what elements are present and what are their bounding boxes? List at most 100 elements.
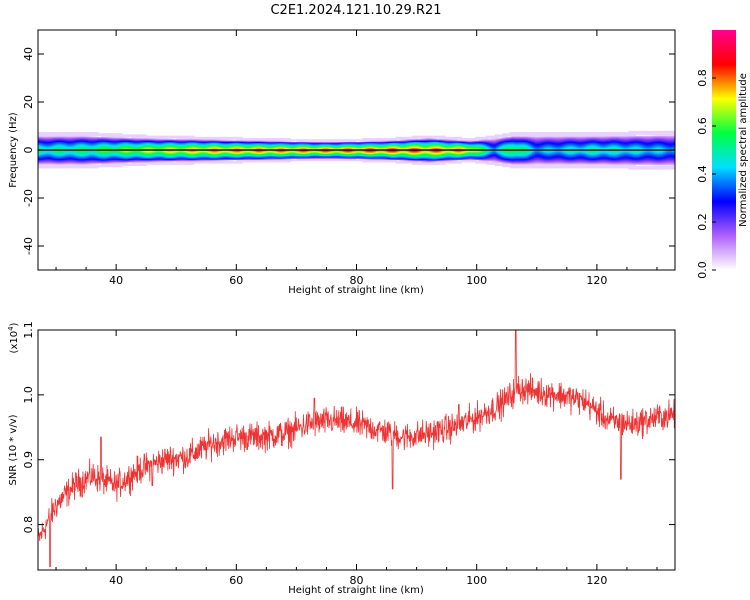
heatmap-cell: [165, 140, 168, 142]
heatmap-cell: [51, 139, 54, 141]
heatmap-cell: [45, 139, 48, 141]
heatmap-cell: [240, 158, 243, 160]
heatmap-cell: [123, 134, 126, 136]
heatmap-cell: [117, 160, 120, 163]
heatmap-cell: [179, 160, 182, 163]
heatmap-cell: [320, 140, 323, 142]
heatmap-cell: [135, 147, 138, 150]
heatmap-cell: [285, 157, 288, 159]
heatmap-cell: [212, 136, 215, 139]
heatmap-cell: [95, 154, 97, 157]
heatmap-cell: [50, 166, 52, 169]
heatmap-cell: [155, 160, 158, 163]
heatmap-cell: [114, 165, 117, 168]
heatmap-cell: [275, 138, 278, 140]
heatmap-cell: [321, 158, 324, 160]
heatmap-cell: [126, 135, 129, 138]
heatmap-cell: [77, 154, 79, 157]
heatmap-cell: [63, 160, 66, 163]
heatmap-cell: [108, 141, 111, 144]
heatmap-cell: [338, 140, 341, 142]
heatmap-cell: [344, 153, 347, 156]
heatmap-cell: [74, 150, 76, 152]
heatmap-cell: [71, 145, 73, 147]
heatmap-cell: [192, 142, 195, 145]
heatmap-cell: [273, 157, 276, 159]
heatmap-cell: [126, 152, 129, 154]
heatmap-cell: [47, 163, 49, 165]
heatmap-cell: [353, 153, 356, 156]
heatmap-cell: [89, 162, 91, 164]
heatmap-cell: [234, 150, 237, 152]
heatmap-cell: [207, 158, 210, 160]
heatmap-cell: [62, 141, 64, 144]
heatmap-cell: [117, 142, 120, 145]
heatmap-cell: [155, 142, 158, 145]
heatmap-cell: [326, 146, 329, 148]
heatmap-cell: [341, 158, 344, 160]
heatmap-cell: [122, 145, 125, 147]
heatmap-cell: [333, 159, 336, 162]
heatmap-cell: [341, 154, 344, 157]
heatmap-cell: [324, 156, 327, 158]
heatmap-cell: [99, 156, 102, 158]
heatmap-cell: [81, 150, 84, 152]
heatmap-cell: [258, 152, 261, 154]
heatmap-cell: [39, 153, 42, 156]
heatmap-cell: [44, 158, 46, 160]
heatmap-cell: [189, 158, 192, 160]
heatmap-cell: [180, 152, 183, 154]
heatmap-cell: [146, 140, 149, 142]
heatmap-cell: [192, 162, 195, 164]
heatmap-cell: [141, 142, 144, 145]
heatmap-cell: [71, 164, 73, 166]
heatmap-cell: [240, 147, 243, 150]
heatmap-cell: [221, 154, 224, 157]
heatmap-cell: [266, 157, 269, 159]
heatmap-cell: [60, 156, 63, 158]
heatmap-cell: [66, 165, 69, 168]
heatmap-cell: [285, 147, 288, 150]
heatmap-cell: [96, 138, 99, 140]
heatmap-cell: [201, 136, 204, 139]
heatmap-cell: [144, 142, 147, 145]
heatmap-cell: [60, 140, 63, 142]
heatmap-cell: [303, 141, 306, 144]
heatmap-cell: [90, 145, 93, 147]
heatmap-cell: [138, 134, 141, 136]
heatmap-cell: [107, 141, 110, 144]
heatmap-cell: [254, 145, 257, 147]
heatmap-cell: [75, 144, 78, 146]
heatmap-cell: [225, 147, 228, 150]
heatmap-cell: [101, 157, 103, 159]
heatmap-cell: [225, 136, 228, 139]
heatmap-cell: [228, 152, 231, 154]
heatmap-cell: [39, 150, 42, 152]
heatmap-cell: [251, 154, 254, 157]
heatmap-cell: [284, 159, 287, 162]
heatmap-cell: [213, 142, 216, 145]
heatmap-cell: [156, 141, 159, 144]
heatmap-cell: [48, 158, 51, 160]
heatmap-cell: [347, 159, 350, 162]
heatmap-cell: [164, 151, 167, 153]
heatmap-cell: [225, 154, 228, 157]
heatmap-cell: [75, 153, 78, 156]
heatmap-cell: [173, 156, 176, 158]
heatmap-cell: [209, 139, 212, 141]
heatmap-cell: [140, 136, 143, 139]
heatmap-cell: [237, 142, 240, 145]
heatmap-cell: [209, 159, 212, 162]
heatmap-cell: [77, 134, 79, 136]
heatmap-cell: [225, 162, 228, 164]
heatmap-cell: [57, 162, 60, 164]
heatmap-cell: [209, 162, 212, 164]
heatmap-cell: [153, 139, 156, 141]
heatmap-cell: [126, 146, 129, 148]
heatmap-cell: [344, 144, 347, 146]
heatmap-cell: [189, 145, 192, 147]
heatmap-cell: [98, 157, 100, 159]
heatmap-cell: [315, 153, 318, 156]
heatmap-cell: [242, 140, 245, 142]
heatmap-cell: [192, 144, 195, 146]
